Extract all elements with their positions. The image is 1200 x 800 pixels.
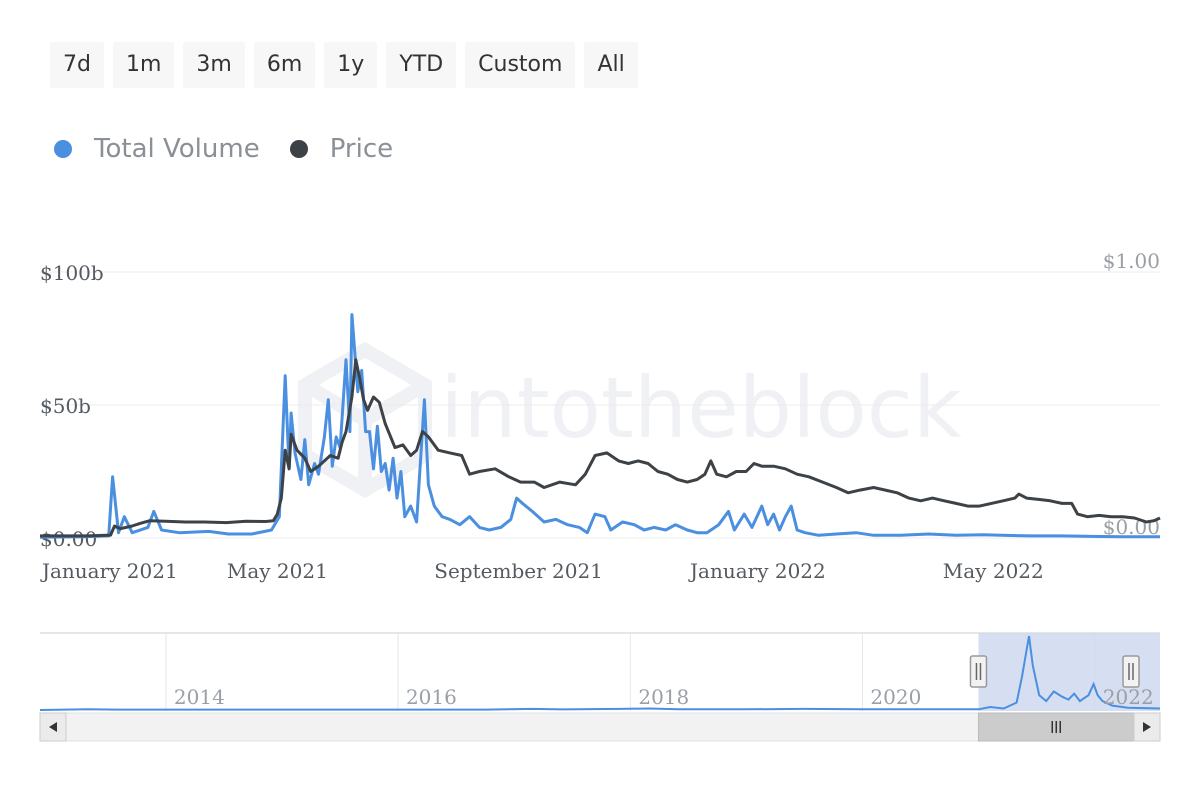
x-tick-label: May 2021: [227, 559, 328, 583]
navigator-handle-left[interactable]: [969, 655, 988, 688]
scrollbar-grip-icon: [1051, 721, 1061, 733]
range-selector: 7d 1m 3m 6m 1y YTD Custom All: [50, 42, 647, 88]
watermark: intotheblock: [298, 341, 962, 499]
chart-gridlines: [40, 271, 1160, 539]
y-left-tick-label: $100b: [40, 261, 104, 285]
handle-body[interactable]: [969, 655, 988, 688]
scrollbar-track[interactable]: [39, 712, 1161, 742]
x-tick-label: May 2022: [943, 559, 1044, 583]
y-right-tick-label: $1.00: [1103, 249, 1160, 273]
x-axis: January 2021 May 2021 September 2021 Januar…: [40, 559, 1044, 583]
range-ytd-button[interactable]: YTD: [386, 42, 457, 88]
navigator-year-label: 2022: [1103, 685, 1154, 709]
navigator-handle-right[interactable]: [1122, 655, 1140, 688]
watermark-text: intotheblock: [440, 359, 962, 457]
y-left-tick-label: $0.00: [40, 527, 97, 551]
legend-marker-price: [289, 140, 308, 158]
range-all-button[interactable]: All: [584, 42, 638, 88]
legend-label-total-volume: Total Volume: [94, 134, 260, 164]
legend-marker-total-volume: [54, 140, 72, 158]
legend-item-total-volume[interactable]: Total Volume: [54, 134, 260, 164]
navigator-year-label: 2020: [870, 685, 921, 709]
legend-label-price: Price: [329, 134, 394, 164]
scrollbar-left-arrow-icon: [49, 722, 57, 732]
range-3m-button[interactable]: 3m: [183, 42, 245, 88]
navigator-year-labels: 2014 2016 2018 2020 2022: [174, 685, 1154, 709]
scrollbar[interactable]: [39, 712, 1161, 742]
legend-item-price[interactable]: Price: [289, 134, 394, 164]
x-tick-label: September 2021: [434, 559, 603, 583]
range-custom-button[interactable]: Custom: [465, 42, 576, 88]
y-left-tick-label: $50b: [40, 394, 91, 418]
navigator: 2014 2016 2018 2020 2022: [39, 632, 1161, 711]
y-axis-right: $0.00$1.00: [1103, 249, 1160, 539]
y-axis-left: $0.00 $50b $100b: [40, 261, 104, 551]
navigator-year-label: 2014: [174, 685, 225, 709]
x-tick-label: January 2021: [40, 559, 178, 583]
range-1m-button[interactable]: 1m: [112, 42, 175, 88]
series-line-price: [40, 358, 1161, 538]
range-1y-button[interactable]: 1y: [324, 42, 378, 88]
scrollbar-right-arrow-icon: [1143, 722, 1151, 732]
x-tick-label: January 2022: [688, 559, 826, 583]
navigator-year-label: 2016: [406, 685, 457, 709]
range-7d-button[interactable]: 7d: [50, 42, 104, 88]
range-6m-button[interactable]: 6m: [253, 42, 316, 88]
navigator-year-label: 2018: [638, 685, 689, 709]
handle-body[interactable]: [1122, 655, 1140, 688]
chart-legend: Total Volume Price: [54, 134, 423, 164]
navigator-series-line: [39, 635, 1161, 711]
